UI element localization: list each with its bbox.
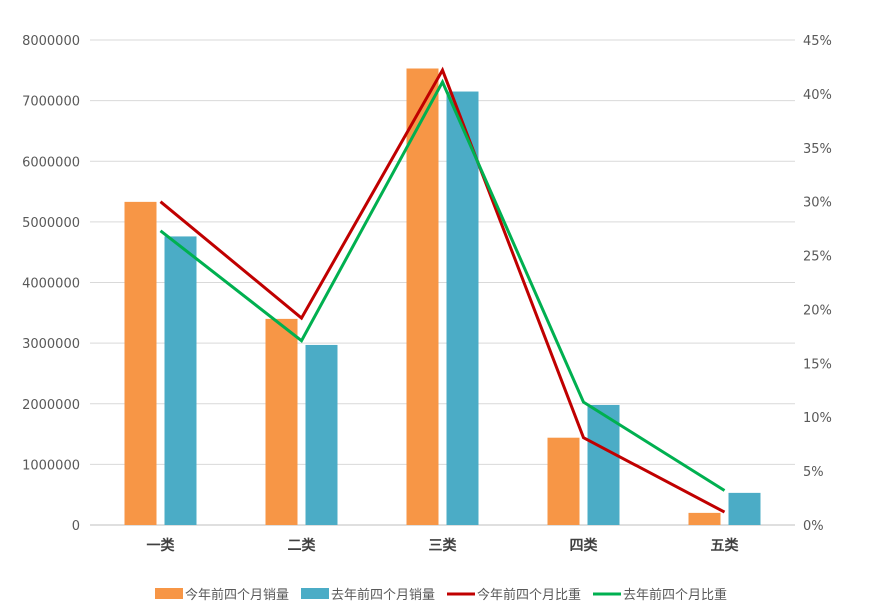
legend: 今年前四个月销量 去年前四个月销量 今年前四个月比重 去年前四个月比重 xyxy=(155,587,727,603)
right-tick-label: 5% xyxy=(803,465,824,480)
right-tick-label: 30% xyxy=(803,196,832,211)
left-tick-label: 4000000 xyxy=(22,277,80,292)
right-tick-label: 15% xyxy=(803,357,832,372)
legend-label: 今年前四个月销量 xyxy=(185,587,289,603)
category-label: 一类 xyxy=(147,537,176,554)
bar xyxy=(406,68,439,526)
bar-series xyxy=(124,68,761,526)
bar xyxy=(265,318,298,525)
legend-label: 今年前四个月比重 xyxy=(477,587,581,603)
left-tick-label: 3000000 xyxy=(22,337,80,352)
right-tick-label: 45% xyxy=(803,34,832,49)
right-tick-label: 0% xyxy=(803,519,824,534)
bar xyxy=(164,236,197,526)
series-line xyxy=(159,78,726,492)
left-axis-ticks: 0 1000000 2000000 3000000 4000000 5000000 6000… xyxy=(22,34,80,534)
legend-swatch xyxy=(155,588,183,599)
legend-label: 去年前四个月销量 xyxy=(331,587,435,603)
series-line xyxy=(159,66,726,514)
left-tick-label: 6000000 xyxy=(22,155,80,170)
right-tick-label: 20% xyxy=(803,303,832,318)
bar xyxy=(688,512,721,525)
left-tick-label: 5000000 xyxy=(22,216,80,231)
bar xyxy=(446,91,479,525)
line-series xyxy=(159,66,726,514)
bar xyxy=(547,437,580,525)
bar xyxy=(124,201,157,525)
category-label: 四类 xyxy=(570,537,599,554)
gridlines xyxy=(90,39,795,526)
category-label: 五类 xyxy=(711,537,740,554)
right-axis-ticks: 0% 5% 10% 15% 20% 25% 30% 35% 40% 45% xyxy=(803,34,832,534)
bar xyxy=(728,492,761,525)
category-label: 二类 xyxy=(288,537,317,554)
left-tick-label: 1000000 xyxy=(22,458,80,473)
left-tick-label: 2000000 xyxy=(22,398,80,413)
category-labels: 一类 二类 三类 四类 五类 xyxy=(147,537,740,554)
left-tick-label: 8000000 xyxy=(22,34,80,49)
legend-label: 去年前四个月比重 xyxy=(623,587,727,603)
left-tick-label: 7000000 xyxy=(22,95,80,110)
bar xyxy=(305,344,338,525)
legend-swatch xyxy=(301,588,329,599)
right-tick-label: 40% xyxy=(803,88,832,103)
bar xyxy=(587,404,620,525)
right-tick-label: 25% xyxy=(803,250,832,265)
right-tick-label: 10% xyxy=(803,411,832,426)
right-tick-label: 35% xyxy=(803,142,832,157)
category-label: 三类 xyxy=(429,537,458,554)
left-tick-label: 0 xyxy=(72,519,80,534)
